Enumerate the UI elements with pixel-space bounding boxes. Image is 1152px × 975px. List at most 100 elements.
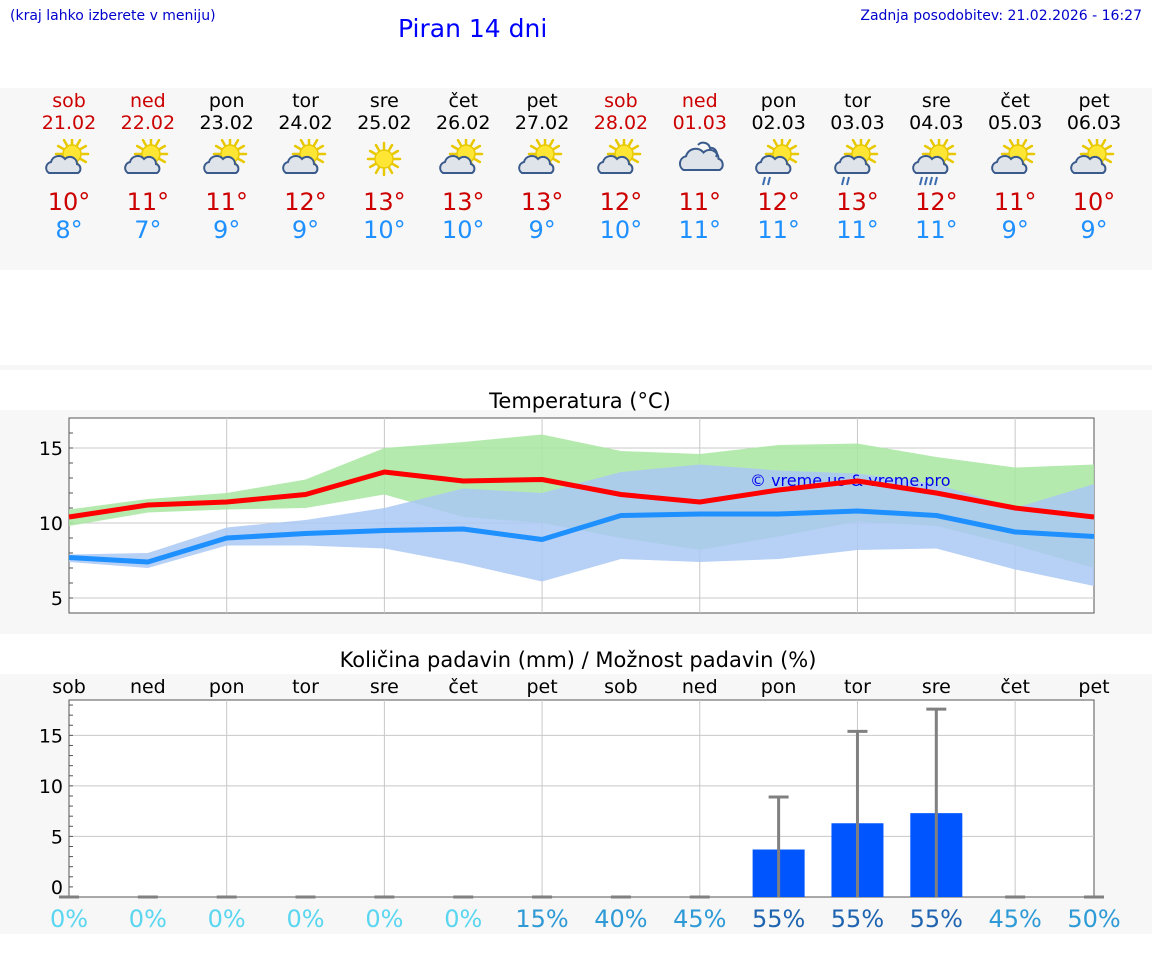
day-column: tor 03.03 13° 11° xyxy=(818,88,898,244)
sun-cloud-icon xyxy=(281,139,326,174)
min-temp: 11° xyxy=(915,216,958,244)
min-temp: 11° xyxy=(836,216,879,244)
precipitation-range xyxy=(768,795,789,897)
sun-part xyxy=(367,141,402,177)
sun-cloud-rain-icon xyxy=(754,139,799,186)
x-category-label: pon xyxy=(209,676,245,698)
sun-icon xyxy=(367,141,402,177)
day-date: 26.02 xyxy=(436,112,491,134)
max-temp: 11° xyxy=(205,188,248,216)
day-name: ned xyxy=(681,90,718,112)
sun-cloud-icon xyxy=(124,139,169,174)
day-name: sre xyxy=(369,90,399,112)
min-temp: 9° xyxy=(1001,216,1029,244)
day-date: 25.02 xyxy=(357,112,412,134)
sun-cloud-rain-icon xyxy=(833,139,878,186)
y-tick-label: 15 xyxy=(39,725,63,747)
x-category-label: ned xyxy=(682,676,718,698)
day-date: 28.02 xyxy=(593,112,649,134)
cloud-part xyxy=(45,155,82,174)
min-temp: 10° xyxy=(363,216,406,244)
max-temp: 13° xyxy=(520,188,564,216)
x-category-label: ned xyxy=(130,676,166,698)
precipitation-probability: 15% xyxy=(515,905,568,933)
day-date: 06.03 xyxy=(1066,112,1122,134)
day-name: sob xyxy=(604,90,638,112)
y-tick-label: 5 xyxy=(51,588,63,610)
x-category-label: tor xyxy=(844,676,871,698)
day-date: 22.02 xyxy=(120,112,176,134)
precipitation-probability: 55% xyxy=(910,905,963,933)
precipitation-probability: 0% xyxy=(129,905,167,933)
min-temp: 11° xyxy=(678,216,722,244)
precipitation-chart: Količina padavin (mm) / Možnost padavin … xyxy=(0,648,1152,934)
max-temperature-line xyxy=(68,469,1095,520)
precipitation-probability: 40% xyxy=(594,905,647,933)
min-temp: 10° xyxy=(599,216,643,244)
cloud-part xyxy=(597,155,634,174)
min-temp: 8° xyxy=(55,216,83,244)
location-hint: (kraj lahko izberete v meniju) xyxy=(10,8,216,24)
x-category-label: pon xyxy=(761,676,797,698)
cloud-part xyxy=(439,155,476,174)
day-name: sob xyxy=(52,90,86,112)
max-temp: 12° xyxy=(757,188,800,216)
day-column: pon 23.02 11° 9° xyxy=(187,88,267,244)
cloud-part xyxy=(518,155,555,174)
max-temp: 12° xyxy=(284,188,327,216)
day-date: 02.03 xyxy=(751,112,806,134)
day-name: pet xyxy=(526,90,558,112)
sun-cloud-icon xyxy=(518,139,563,174)
max-temp: 13° xyxy=(836,188,879,216)
y-tick-label: 0 xyxy=(51,877,63,899)
y-tick-label: 5 xyxy=(51,826,63,848)
cloud-icon xyxy=(678,141,724,171)
cloud-part xyxy=(202,155,240,174)
cloud-part xyxy=(991,155,1028,174)
rain-part xyxy=(919,176,939,186)
day-column: ned 01.03 11° 11° xyxy=(660,88,740,244)
min-temp: 9° xyxy=(528,216,556,244)
min-temp: 9° xyxy=(1080,216,1108,244)
day-column: pon 02.03 12° 11° xyxy=(739,88,819,244)
day-column: tor 24.02 12° 9° xyxy=(266,88,346,244)
day-column: sob 21.02 10° 8° xyxy=(29,88,109,244)
precipitation-range xyxy=(926,707,947,897)
min-temp: 9° xyxy=(213,216,241,244)
x-category-label: sre xyxy=(370,676,399,698)
divider xyxy=(0,365,1152,370)
min-temp: 9° xyxy=(291,216,320,244)
max-temp: 11° xyxy=(126,188,170,216)
day-name: sre xyxy=(921,90,951,112)
x-category-label: sob xyxy=(52,676,86,698)
cloud-part xyxy=(1070,155,1107,174)
sun-cloud-icon xyxy=(45,139,90,174)
cloud-part xyxy=(912,155,949,174)
max-temp: 13° xyxy=(363,188,406,216)
cloud-part xyxy=(754,155,792,174)
day-name: pon xyxy=(208,90,245,112)
max-temp: 10° xyxy=(47,188,91,216)
day-column: čet 05.03 11° 9° xyxy=(975,88,1055,244)
day-column: ned 22.02 11° 7° xyxy=(108,88,188,244)
day-date: 04.03 xyxy=(909,112,964,134)
day-column: pet 06.03 10° 9° xyxy=(1054,88,1134,244)
day-name: čet xyxy=(1000,90,1030,112)
x-category-label: pet xyxy=(1078,676,1109,698)
chart-title: Količina padavin (mm) / Možnost padavin … xyxy=(340,648,817,672)
day-date: 01.03 xyxy=(672,112,727,134)
precipitation-probability: 55% xyxy=(752,905,805,933)
x-category-label: tor xyxy=(292,676,319,698)
day-name: pon xyxy=(760,90,797,112)
day-name: tor xyxy=(292,90,319,112)
last-updated: Zadnja posodobitev: 21.02.2026 - 16:27 xyxy=(860,8,1142,24)
y-tick-label: 15 xyxy=(39,438,63,460)
day-column: čet 26.02 13° 10° xyxy=(423,88,503,244)
day-name: tor xyxy=(844,90,871,112)
rain-part xyxy=(840,176,850,186)
daily-forecast: sob 21.02 10° 8° ned 22.02 11° 7° pon 23.02 11° 9° t… xyxy=(0,88,1152,270)
precipitation-probability: 45% xyxy=(988,905,1041,933)
cloud-part xyxy=(833,155,870,174)
sun-cloud-icon xyxy=(991,139,1036,174)
